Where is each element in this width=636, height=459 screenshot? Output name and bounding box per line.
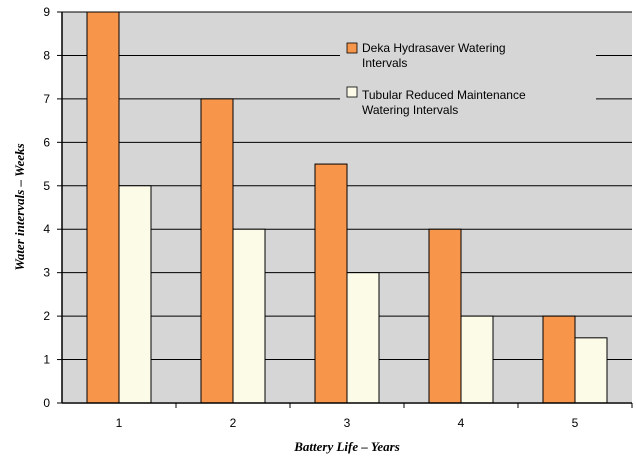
bars [86,11,608,404]
bar-series2-cat-2 [232,228,266,404]
bar-series2-cat-3 [346,272,380,404]
y-tick-label-1: 1 [43,353,50,367]
legend-swatch-deka [346,42,358,54]
legend: Deka Hydrasaver Watering Intervals Tubul… [340,36,596,128]
bar-series2-cat-4 [460,315,494,404]
y-tick-label-0: 0 [43,396,50,410]
bar-series2-cat-1 [118,185,152,404]
x-tick-label-5: 5 [572,416,579,430]
x-tick-label-3: 3 [344,416,351,430]
legend-label-tubular-line1: Tubular Reduced Maintenance [362,88,526,102]
legend-label-deka-line2: Intervals [362,56,407,70]
y-tick-label-8: 8 [43,48,50,62]
bar-series1-cat-1 [86,11,120,404]
x-axis-title: Battery Life – Years [293,439,400,454]
legend-swatch-tubular [346,86,358,98]
bar-series1-cat-2 [200,98,234,404]
legend-label-tubular-line2: Watering Intervals [362,103,458,117]
x-tick-label-1: 1 [116,416,123,430]
legend-label-deka-line1: Deka Hydrasaver Watering [362,41,506,55]
y-tick-label-3: 3 [43,266,50,280]
y-tick-label-4: 4 [43,222,50,236]
bar-series1-cat-5 [542,315,576,404]
y-tick-labels: 0 1 2 3 4 5 6 7 8 9 [43,5,62,410]
legend-background [340,36,596,128]
x-tick-label-4: 4 [458,416,465,430]
y-tick-label-2: 2 [43,309,50,323]
y-axis-title: Water intervals – Weeks [12,143,27,270]
bar-series1-cat-4 [428,228,462,404]
y-tick-label-5: 5 [43,179,50,193]
y-tick-label-7: 7 [43,92,50,106]
x-tick-label-2: 2 [230,416,237,430]
bar-series2-cat-5 [574,337,608,404]
y-tick-label-6: 6 [43,135,50,149]
x-tick-labels: 1 2 3 4 5 [116,403,633,430]
axes [61,12,632,404]
y-tick-label-9: 9 [43,5,50,19]
bar-series1-cat-3 [314,163,348,404]
